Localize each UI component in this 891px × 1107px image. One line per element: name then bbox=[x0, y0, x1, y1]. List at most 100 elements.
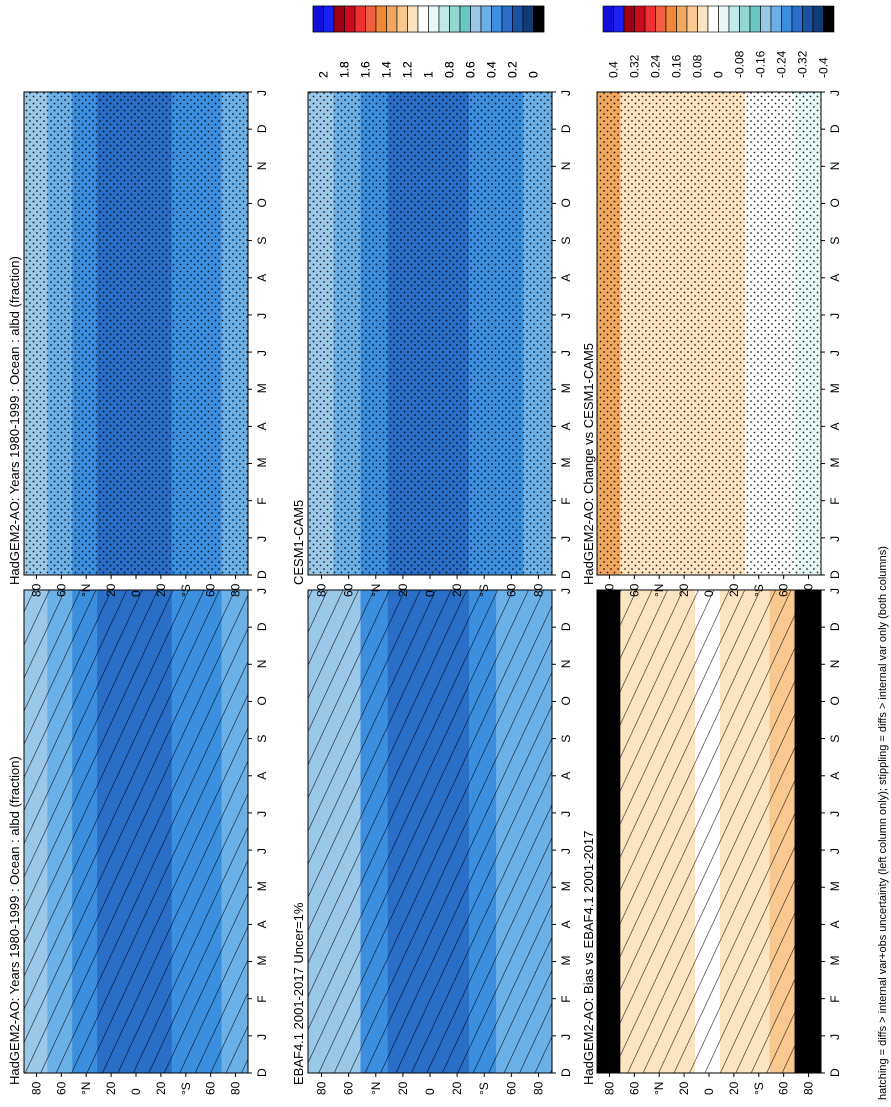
p1-month-label: J bbox=[255, 848, 269, 854]
p2-lat-label: 60 bbox=[204, 583, 218, 597]
p5-month-label: J bbox=[828, 588, 842, 594]
cb2-label: 2 bbox=[317, 71, 331, 78]
p5-month-label: D bbox=[828, 622, 842, 631]
cb2-label: 1 bbox=[422, 71, 436, 78]
p2-plot-area bbox=[23, 91, 249, 576]
p5-month-label: N bbox=[828, 660, 842, 669]
p1-month-label: A bbox=[255, 772, 269, 780]
cb5-label: 0.32 bbox=[628, 54, 642, 78]
cb2-swatch bbox=[449, 5, 461, 33]
p5-lat-label: 20 bbox=[677, 1081, 691, 1095]
p4-overlay bbox=[308, 92, 552, 575]
p4-plot-area bbox=[307, 91, 553, 576]
cb5-swatch bbox=[676, 5, 688, 33]
p5-month-label: M bbox=[828, 956, 842, 966]
cb5-label: 0.24 bbox=[649, 54, 663, 78]
cb5-swatch bbox=[602, 5, 614, 33]
cb2-swatch bbox=[501, 5, 513, 33]
p3-month-label: A bbox=[559, 920, 573, 928]
cb2-swatch bbox=[365, 5, 377, 33]
p5-month-label: F bbox=[828, 995, 842, 1002]
p5-month-label: D bbox=[828, 1068, 842, 1077]
cb5-swatch bbox=[697, 5, 709, 33]
p4-month-label: M bbox=[559, 383, 573, 393]
cb2-label: 1.4 bbox=[380, 61, 394, 78]
cb2-swatch bbox=[512, 5, 524, 33]
p2-month-label: J bbox=[255, 313, 269, 319]
p3-month-label: J bbox=[559, 1034, 573, 1040]
cb2-label: 0.2 bbox=[506, 61, 520, 78]
p4-lat-label: 80 bbox=[315, 583, 329, 597]
p3-lat-label: 80 bbox=[531, 1081, 545, 1095]
cb5-swatch bbox=[655, 5, 667, 33]
p5-title: HadGEM2-AO: Bias vs EBAF4.1 2001-2017 bbox=[581, 831, 596, 1085]
p1-month-label: D bbox=[255, 1068, 269, 1077]
p6-month-label: A bbox=[828, 422, 842, 430]
p3-lat-label: 0 bbox=[423, 1088, 437, 1095]
p1-lat-label: 0 bbox=[129, 1088, 143, 1095]
cb1-label: 1.8 bbox=[338, 61, 352, 78]
p2-title: HadGEM2-AO: Years 1980-1999 : Ocean : al… bbox=[7, 256, 22, 585]
cb2-label: 1.8 bbox=[338, 61, 352, 78]
cb2-swatch bbox=[386, 5, 398, 33]
p3-month-label: N bbox=[559, 660, 573, 669]
p1-month-label: M bbox=[255, 956, 269, 966]
p1-plot-area bbox=[23, 589, 249, 1074]
p6-month-label: N bbox=[828, 162, 842, 171]
colorbar-p5: 0.4 0.32 0.24 0.16 0.08 0 -0.08 -0.16 -0.24 -0.32… bbox=[602, 5, 835, 78]
cb5-swatch bbox=[644, 5, 656, 33]
p5-month-label: J bbox=[828, 811, 842, 817]
p3-lat-label: 80 bbox=[315, 1081, 329, 1095]
p1-lat-label: 80 bbox=[229, 1081, 243, 1095]
p5-plot-area bbox=[596, 589, 822, 1074]
p2-lat-label: 0 bbox=[129, 590, 143, 597]
cb5-label: -0.08 bbox=[733, 50, 747, 78]
p2-lat-label: 60 bbox=[54, 583, 68, 597]
p6-month-label: O bbox=[828, 198, 842, 207]
p2-lat-label: °N bbox=[79, 584, 93, 597]
cb2-label: 0 bbox=[527, 71, 541, 78]
p2-month-label: D bbox=[255, 124, 269, 133]
p4-title: CESM1-CAM5 bbox=[291, 500, 306, 585]
p4-lat-label: 80 bbox=[531, 583, 545, 597]
p5-lat-label: 60 bbox=[777, 1081, 791, 1095]
p6-month-label: M bbox=[828, 383, 842, 393]
cb1-label: 2 bbox=[317, 71, 331, 78]
p2-month-label: F bbox=[255, 497, 269, 504]
p5-month-label: O bbox=[828, 696, 842, 705]
p5-overlay bbox=[597, 590, 821, 1073]
p4-lat-label: 20 bbox=[396, 583, 410, 597]
cb5-label: -0.24 bbox=[775, 50, 789, 78]
cb1-label: 0.4 bbox=[485, 61, 499, 78]
cb5-swatch bbox=[707, 5, 719, 33]
p6-lat-label: 60 bbox=[777, 583, 791, 597]
cb1-label: 0.2 bbox=[506, 61, 520, 78]
cb2-swatch bbox=[375, 5, 387, 33]
p5-lat-label: °S bbox=[752, 1082, 766, 1095]
p6-plot-area bbox=[596, 91, 822, 576]
cb2-label: 0.4 bbox=[485, 61, 499, 78]
cb2-label: 1.6 bbox=[359, 61, 373, 78]
cb2-swatch bbox=[344, 5, 356, 33]
cb5-label: 0.08 bbox=[691, 54, 705, 78]
panel-p2: 80 60 °N 20 0 20 °S 60 80 D J F M A M J J A S O N D J HadGEM2-… bbox=[7, 90, 269, 597]
p2-month-label: S bbox=[255, 237, 269, 245]
p1-lat-label: °N bbox=[79, 1082, 93, 1095]
p6-month-label: J bbox=[828, 536, 842, 542]
cb2-swatch bbox=[470, 5, 482, 33]
cb2-label: 0.6 bbox=[464, 61, 478, 78]
cb2-swatch bbox=[323, 5, 335, 33]
colorbar-p2: 2 1.8 1.6 1.4 1.2 1 0.8 0.6 0.4 0.2 0 bbox=[312, 5, 545, 78]
p4-month-label: S bbox=[559, 237, 573, 245]
cb2-swatch bbox=[312, 5, 324, 33]
p6-month-label: J bbox=[828, 350, 842, 356]
cb2-swatch bbox=[480, 5, 492, 33]
cb5-swatch bbox=[802, 5, 814, 33]
p1-month-label: O bbox=[255, 696, 269, 705]
p3-plot-area bbox=[307, 589, 553, 1074]
cb2-swatch bbox=[491, 5, 503, 33]
p3-lat-label: 20 bbox=[450, 1081, 464, 1095]
p5-lat-label: 80 bbox=[602, 1081, 616, 1095]
p1-lat-label: °S bbox=[179, 1082, 193, 1095]
